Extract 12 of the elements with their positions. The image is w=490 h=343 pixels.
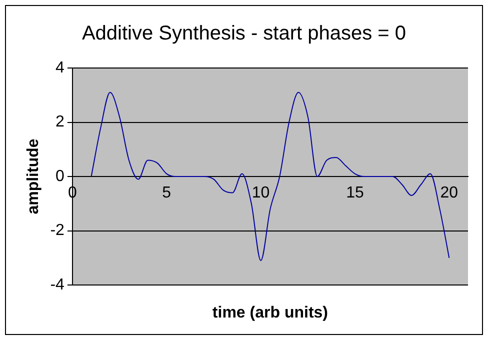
x-tick-label: 15 (346, 184, 364, 202)
y-tick-label: 2 (56, 114, 65, 131)
y-tick-label: -2 (50, 222, 65, 240)
y-axis-title: amplitude (25, 138, 42, 214)
y-tick-label: 0 (56, 168, 65, 185)
x-tick-label: 5 (162, 184, 172, 202)
y-tick-label: -4 (50, 276, 65, 294)
x-tick-label: 20 (440, 184, 458, 202)
x-axis-title: time (arb units) (212, 304, 328, 322)
chart-title: Additive Synthesis - start phases = 0 (82, 22, 406, 45)
x-tick-label: 10 (252, 184, 270, 202)
y-tick-label: 4 (56, 59, 65, 76)
